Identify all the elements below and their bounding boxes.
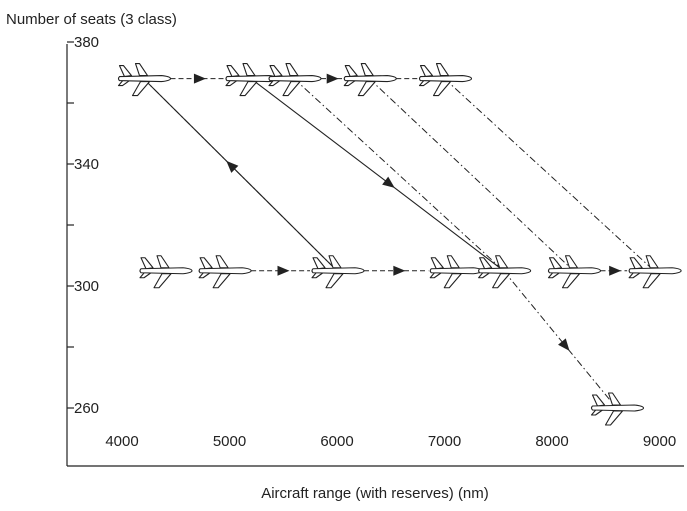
arrowhead-icon — [326, 73, 339, 84]
aircraft-icon — [198, 255, 252, 289]
aircraft-icon — [590, 392, 645, 426]
y-tick-label: 260 — [74, 400, 99, 417]
aircraft-icon — [117, 63, 172, 97]
aircraft-icon — [478, 255, 532, 289]
arrowhead-icon — [609, 265, 622, 276]
connector-a4-b6 — [368, 78, 574, 272]
axis-ticks: 260 300 340 380 4000 5000 6000 7000 8000 9000 — [67, 34, 676, 450]
x-tick-label: 8000 — [535, 433, 568, 450]
x-tick-label: 5000 — [213, 433, 246, 450]
aircraft-icon — [429, 255, 483, 289]
connector-a1-b3 — [143, 78, 338, 272]
arrowhead-icon — [393, 265, 406, 276]
connector-a2-b5 — [250, 78, 504, 272]
aircraft-icon — [418, 63, 473, 97]
aircraft-markers — [117, 63, 682, 426]
connector-b5-c1 — [503, 270, 617, 409]
aircraft-icon — [343, 63, 397, 97]
aircraft-icon — [268, 63, 322, 97]
x-tick-label: 6000 — [320, 433, 353, 450]
y-axis-title: Number of seats (3 class) — [6, 11, 177, 28]
y-tick-label: 300 — [74, 278, 99, 295]
arrowhead-icon — [382, 176, 395, 188]
arrowhead-icon — [277, 265, 290, 276]
x-axis-title: Aircraft range (with reserves) (nm) — [261, 485, 489, 502]
connector-a5-b7 — [444, 78, 655, 272]
x-tick-label: 4000 — [105, 433, 138, 450]
aircraft-icon — [547, 255, 602, 289]
x-tick-label: 9000 — [643, 433, 676, 450]
connector-lines — [143, 73, 655, 409]
aircraft-icon — [311, 255, 365, 289]
aircraft-icon — [139, 255, 193, 289]
x-tick-label: 7000 — [428, 433, 461, 450]
y-tick-label: 340 — [74, 156, 99, 173]
arrowhead-icon — [558, 338, 570, 351]
y-tick-label: 380 — [74, 34, 99, 51]
connector-a3-b5 — [293, 78, 504, 272]
arrowhead-icon — [193, 73, 206, 84]
aircraft-icon — [628, 255, 682, 289]
